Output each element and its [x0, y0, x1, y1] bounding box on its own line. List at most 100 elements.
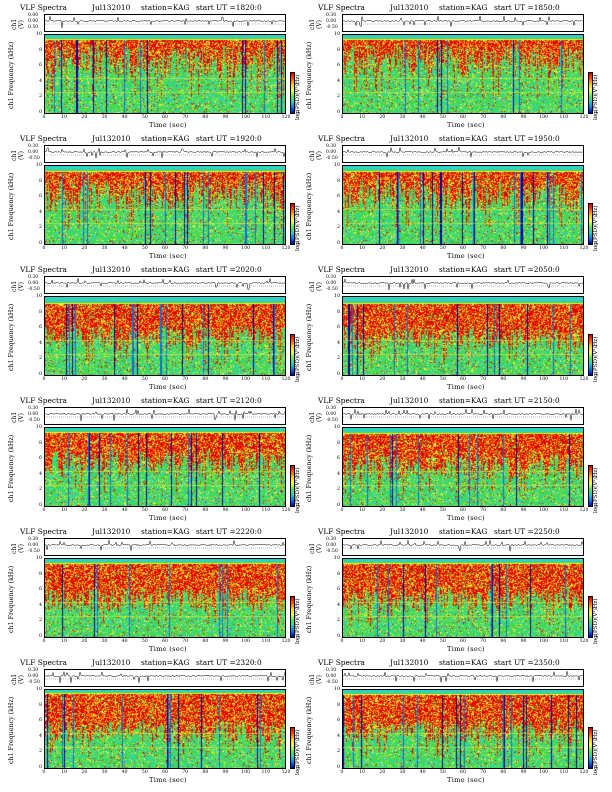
spectrogram-image [343, 297, 583, 375]
waveform-svg [343, 277, 583, 291]
spectrogram-image [45, 166, 285, 244]
y-tick-label: 2 [38, 356, 42, 362]
waveform-svg [45, 409, 285, 421]
y-tick-label: 10 [35, 425, 42, 430]
x-tick-label: 60 [460, 115, 466, 120]
colorbar-tick-label: -4 [594, 634, 598, 638]
x-tick-label: 100 [539, 246, 549, 251]
spectrogram-plot [44, 34, 286, 114]
waveform-tick-label: 0.30 [28, 668, 39, 673]
x-tick-label: 110 [261, 639, 271, 644]
spectrogram-image [343, 35, 583, 113]
y-tick-label: 6 [38, 194, 42, 200]
title-station: station=KAG [439, 3, 488, 12]
frequency-axis-label: ch1 Frequency (kHz) [8, 172, 15, 240]
x-tick-label: 10 [359, 246, 366, 251]
x-tick-label: 120 [281, 639, 291, 644]
x-tick-label: 20 [81, 770, 88, 775]
title-station: station=KAG [141, 527, 190, 536]
x-tick-label: 90 [520, 115, 527, 120]
panel-title: VLF Spectra Jul132010 station=KAG start UT … [316, 3, 584, 13]
x-tick-label: 10 [359, 770, 366, 775]
colorbar [290, 72, 295, 114]
x-tick-label: 10 [359, 115, 366, 120]
waveform-axis-label: ch1 (V) [309, 18, 323, 30]
colorbar-tick-label: -4 [296, 634, 300, 638]
colorbar [290, 465, 295, 507]
x-tick-label: 50 [141, 377, 148, 382]
panel-title: VLF Spectra Jul132010 station=KAG start UT … [316, 396, 584, 406]
x-tick-label: 90 [520, 508, 527, 513]
y-tick-label: 0 [336, 372, 340, 377]
waveform-plot [44, 145, 286, 163]
x-tick-label: 100 [241, 377, 251, 382]
colorbar-tick-label: -4 [594, 765, 598, 769]
y-tick-label: 6 [38, 63, 42, 69]
y-tick-label: 10 [35, 687, 42, 692]
x-tick-label: 120 [281, 377, 291, 382]
x-tick-label: 30 [399, 639, 406, 644]
time-axis-label: Time (sec) [149, 121, 187, 129]
title-date: Jul132010 [390, 3, 429, 12]
x-tick-label: 70 [480, 115, 487, 120]
y-tick-label: 0 [336, 241, 340, 246]
colorbar-tick-label: -4 [594, 372, 598, 376]
x-tick-label: 60 [460, 246, 466, 251]
x-tick-label: 30 [399, 246, 406, 251]
x-tick-label: 30 [101, 246, 108, 251]
spectrogram-panel: VLF Spectra Jul132010 station=KAG start UT … [8, 526, 301, 653]
x-tick-label: 120 [579, 246, 589, 251]
x-tick-label: 20 [81, 508, 88, 513]
x-tick-label: 30 [399, 115, 406, 120]
x-tick-label: 110 [261, 508, 271, 513]
x-tick-label: 40 [121, 246, 128, 251]
y-tick-label: 2 [38, 94, 42, 100]
x-tick-label: 70 [480, 770, 487, 775]
x-tick-label: 10 [359, 377, 366, 382]
x-tick-label: 60 [460, 770, 466, 775]
y-tick-label: 0 [38, 241, 42, 246]
waveform-tick-label: 0.00 [28, 13, 39, 18]
waveform-tick-label: -0.50 [326, 156, 338, 161]
x-tick-label: 60 [162, 377, 168, 382]
x-tick-label: 110 [559, 377, 569, 382]
title-instrument: VLF Spectra [20, 658, 67, 667]
y-tick-label: 10 [35, 556, 42, 561]
spectrogram-image [45, 297, 285, 375]
x-tick-label: 20 [81, 377, 88, 382]
x-tick-label: 120 [579, 377, 589, 382]
x-tick-label: 0 [340, 639, 344, 644]
waveform-tick-label: -0.50 [326, 418, 338, 423]
x-tick-label: 90 [520, 639, 527, 644]
x-tick-label: 110 [261, 377, 271, 382]
x-tick-label: 10 [359, 508, 366, 513]
colorbar-tick-label: -2 [296, 82, 300, 86]
colorbar-tick-label: -2 [296, 606, 300, 610]
waveform-plot [342, 276, 584, 294]
title-start-time: start UT =2220:0 [196, 527, 262, 536]
waveform-trace [343, 408, 583, 421]
spectrogram-image [45, 690, 285, 768]
y-tick-label: 0 [38, 503, 42, 508]
time-axis-label: Time (sec) [149, 252, 187, 260]
waveform-axis-label: ch1 (V) [309, 542, 323, 554]
y-tick-label: 8 [336, 178, 340, 184]
panel-title: VLF Spectra Jul132010 station=KAG start UT … [18, 134, 286, 144]
frequency-axis-label: ch1 Frequency (kHz) [8, 565, 15, 633]
y-tick-label: 2 [38, 225, 42, 231]
x-tick-label: 120 [281, 246, 291, 251]
waveform-tick-label: -0.50 [28, 156, 40, 161]
x-tick-label: 70 [480, 246, 487, 251]
y-tick-label: 4 [336, 78, 340, 84]
y-tick-label: 10 [333, 425, 340, 430]
waveform-tick-label: -0.50 [28, 680, 40, 685]
colorbar-tick-label: -4 [594, 503, 598, 507]
time-axis-label: Time (sec) [447, 514, 485, 522]
title-instrument: VLF Spectra [318, 658, 365, 667]
y-tick-label: 2 [38, 487, 42, 493]
y-tick-label: 2 [336, 225, 340, 231]
x-tick-label: 30 [101, 508, 108, 513]
waveform-trace [45, 278, 285, 290]
waveform-trace [343, 15, 583, 28]
y-tick-label: 2 [38, 749, 42, 755]
